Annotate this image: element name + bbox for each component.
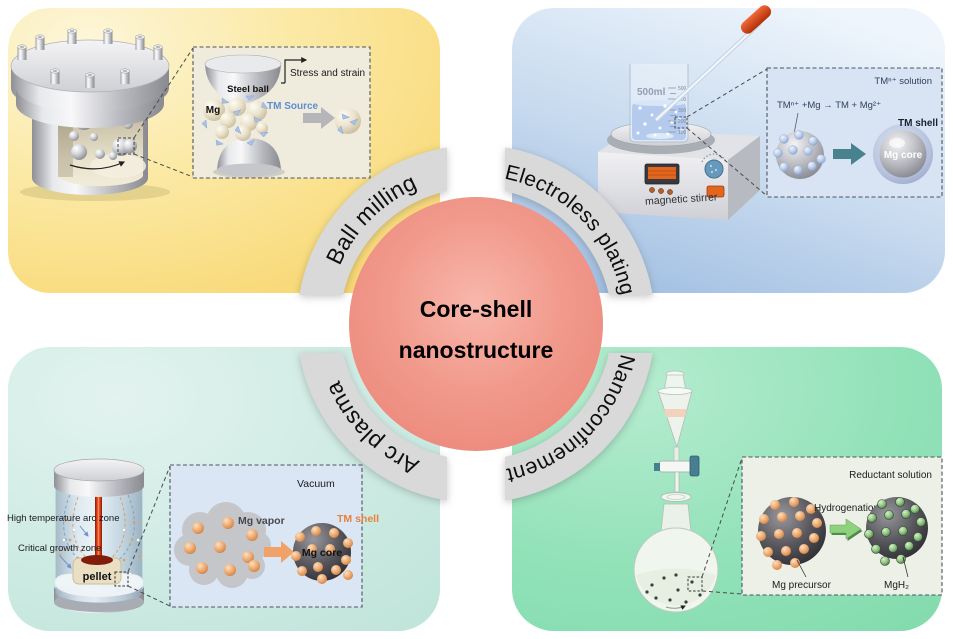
separatory-funnel bbox=[654, 370, 700, 493]
tick-400: 400 bbox=[678, 97, 687, 103]
zoom-region-box bbox=[687, 576, 703, 592]
mg-core-label: Mg core bbox=[302, 547, 342, 559]
zone-pointer-arrow-icon bbox=[59, 555, 72, 569]
mgh2-label: MgH₂ bbox=[884, 580, 909, 591]
center-title-line1: Core-shell bbox=[420, 296, 532, 322]
steel-ball-label: Steel ball bbox=[227, 84, 269, 95]
beaker-volume-label: 500ml bbox=[637, 87, 666, 98]
reductant-solution-label: Reductant solution bbox=[849, 470, 932, 481]
stirrer-switch bbox=[706, 185, 725, 198]
zoom-connector bbox=[686, 127, 768, 197]
zoom-connector bbox=[127, 585, 171, 607]
tick-500: 500 bbox=[678, 86, 687, 92]
ball-mill-jar bbox=[10, 28, 170, 201]
mg-core-label: Mg core bbox=[884, 150, 923, 161]
stress-strain-label: Stress and strain bbox=[290, 68, 365, 79]
hydrogenation-label: Hydrogenation bbox=[814, 503, 879, 514]
stopcock bbox=[658, 460, 694, 473]
center-title-line2: nanostructure bbox=[399, 337, 554, 363]
ball-milling-inset: Stress and strain Steel ball Mg TM Sourc… bbox=[192, 46, 371, 179]
mg-precursor-sphere bbox=[758, 497, 826, 565]
zoom-connector bbox=[133, 153, 194, 178]
stirrer-button bbox=[658, 188, 664, 194]
precursor-dots bbox=[645, 573, 702, 604]
zoom-connector bbox=[133, 47, 194, 139]
rotation-arrow-icon bbox=[69, 161, 126, 170]
process-arrow-icon bbox=[829, 518, 863, 541]
mg-label: Mg bbox=[206, 105, 220, 116]
tick-100: 100 bbox=[678, 130, 687, 136]
stirrer-label: magnetic stirrer bbox=[645, 191, 718, 207]
stopcock-handle bbox=[689, 455, 700, 477]
stress-bracket-icon bbox=[281, 60, 306, 84]
solution-liquid bbox=[632, 103, 686, 140]
electroless-inset: TMⁿ⁺ solution TMⁿ⁺ +Mg → TM + Mg²⁺ TM sh… bbox=[766, 67, 943, 198]
zoom-region-box bbox=[117, 137, 135, 155]
pellet-label: pellet bbox=[83, 571, 112, 583]
zone-pointer-arrow-icon bbox=[79, 525, 89, 537]
zone-high-label: High temperature arc zone bbox=[7, 513, 119, 524]
process-arrow-icon bbox=[303, 107, 335, 129]
tm-source-label: TM Source bbox=[267, 101, 319, 112]
tick-200: 200 bbox=[678, 119, 687, 125]
tm-shell-label: TM shell bbox=[898, 118, 938, 129]
tm-shell-label: TM shell bbox=[337, 513, 379, 525]
stirrer-knob bbox=[704, 159, 724, 179]
process-arrow-icon bbox=[833, 143, 866, 165]
zoom-region-box bbox=[674, 116, 688, 129]
beaker: 500ml 500 400 300 200 100 bbox=[629, 64, 689, 143]
thermometer-handle bbox=[740, 5, 772, 34]
arc-plasma-inset: Vacuum Mg vapor TM shell Mg core bbox=[169, 464, 379, 608]
center-circle bbox=[349, 197, 603, 451]
zoom-connector bbox=[127, 465, 171, 573]
reaction-label: TMⁿ⁺ +Mg → TM + Mg²⁺ bbox=[777, 100, 881, 111]
stirrer-button bbox=[667, 189, 673, 195]
round-flask bbox=[633, 492, 719, 613]
mg-precursor-label: Mg precursor bbox=[772, 580, 832, 591]
zone-critical-label: Critical growth zone bbox=[18, 543, 101, 554]
arc-chamber: pellet bbox=[53, 458, 145, 613]
zoom-connector bbox=[686, 68, 768, 118]
process-arrow-icon bbox=[264, 541, 294, 563]
solution-label: TMⁿ⁺ solution bbox=[874, 76, 932, 87]
tick-300: 300 bbox=[678, 108, 687, 114]
arc-beam bbox=[95, 486, 102, 562]
zoom-region-box bbox=[114, 571, 129, 587]
mg-vapor-label: Mg vapor bbox=[238, 515, 285, 527]
thermometer bbox=[654, 5, 772, 122]
nanoconfinement-inset: Reductant solution Hydrogenation Mg prec… bbox=[741, 456, 943, 596]
